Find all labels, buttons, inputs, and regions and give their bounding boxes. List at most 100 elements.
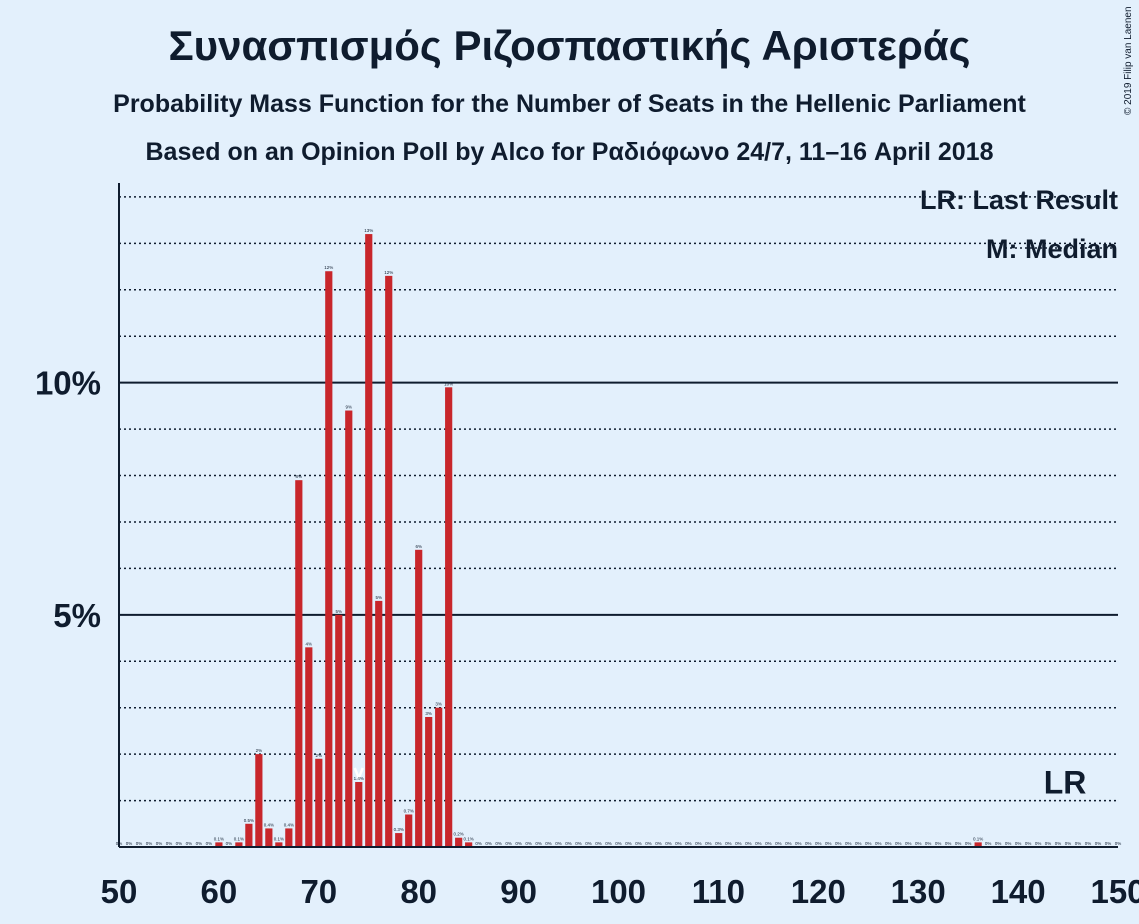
x-tick-label: 70 bbox=[300, 873, 337, 910]
bar-label-seat-146: 0% bbox=[1075, 841, 1082, 846]
bar-label-seat-56: 0% bbox=[176, 841, 183, 846]
bar-label-seat-149: 0% bbox=[1105, 841, 1112, 846]
bar-label-seat-100: 0% bbox=[615, 841, 622, 846]
bar-label-seat-148: 0% bbox=[1095, 841, 1102, 846]
bar-label-seat-97: 0% bbox=[585, 841, 592, 846]
bar-seat-82 bbox=[435, 707, 443, 847]
bar-label-seat-67: 0.4% bbox=[284, 822, 294, 827]
bar-label-seat-99: 0% bbox=[605, 841, 612, 846]
x-tick-label: 100 bbox=[591, 873, 646, 910]
bar-label-seat-111: 0% bbox=[725, 841, 732, 846]
bar-label-seat-60: 0.1% bbox=[214, 836, 224, 841]
bar-label-seat-141: 0% bbox=[1025, 841, 1032, 846]
bar-label-seat-133: 0% bbox=[945, 841, 952, 846]
bar-seat-70 bbox=[315, 758, 323, 847]
bar-label-seat-79: 0.7% bbox=[404, 808, 414, 813]
x-tick-label: 90 bbox=[500, 873, 537, 910]
chart-subtitle: Probability Mass Function for the Number… bbox=[113, 90, 1026, 118]
bar-label-seat-134: 0% bbox=[955, 841, 962, 846]
bar-label-seat-131: 0% bbox=[925, 841, 932, 846]
bar-seat-66 bbox=[275, 842, 283, 847]
chart-subtitle-2: Based on an Opinion Poll by Alco for Ραδ… bbox=[145, 138, 994, 166]
bar-label-seat-105: 0% bbox=[665, 841, 672, 846]
bar-label-seat-83: 10% bbox=[444, 381, 453, 386]
bar-label-seat-74: 1.4% bbox=[354, 776, 364, 781]
bar-label-seat-61: 0% bbox=[226, 841, 233, 846]
bar-seat-81 bbox=[425, 716, 433, 847]
bar-label-seat-54: 0% bbox=[156, 841, 163, 846]
bar-label-seat-136: 0.1% bbox=[973, 836, 983, 841]
bar-label-seat-95: 0% bbox=[565, 841, 572, 846]
bar-label-seat-118: 0% bbox=[795, 841, 802, 846]
legend-last-result: LR: Last Result bbox=[920, 185, 1118, 215]
bar-label-seat-144: 0% bbox=[1055, 841, 1062, 846]
bar-label-seat-78: 0.3% bbox=[394, 827, 404, 832]
grid-lines bbox=[119, 196, 1118, 802]
bar-label-seat-66: 0.1% bbox=[274, 836, 284, 841]
x-tick-label: 120 bbox=[791, 873, 846, 910]
bar-label-seat-65: 0.4% bbox=[264, 822, 274, 827]
bar-label-seat-125: 0% bbox=[865, 841, 872, 846]
bar-label-seat-107: 0% bbox=[685, 841, 692, 846]
x-tick-label: 130 bbox=[891, 873, 946, 910]
bar-label-seat-129: 0% bbox=[905, 841, 912, 846]
bar-seat-68 bbox=[295, 480, 303, 847]
bar-label-seat-58: 0% bbox=[196, 841, 203, 846]
bar-seat-73 bbox=[345, 410, 353, 847]
bar-label-seat-84: 0.2% bbox=[454, 832, 464, 837]
bar-seat-64 bbox=[255, 754, 263, 847]
bar-label-seat-92: 0% bbox=[535, 841, 542, 846]
bar-label-seat-142: 0% bbox=[1035, 841, 1042, 846]
bar-label-seat-75: 13% bbox=[364, 228, 373, 233]
bar-seat-84 bbox=[455, 837, 463, 847]
bar-label-seat-52: 0% bbox=[136, 841, 143, 846]
x-tick-label: 140 bbox=[991, 873, 1046, 910]
bar-label-seat-73: 9% bbox=[346, 405, 353, 410]
bar-label-seat-119: 0% bbox=[805, 841, 812, 846]
bar-label-seat-109: 0% bbox=[705, 841, 712, 846]
bar-label-seat-147: 0% bbox=[1085, 841, 1092, 846]
bar-seat-69 bbox=[305, 647, 313, 847]
bar-seat-78 bbox=[395, 833, 403, 847]
bar-label-seat-77: 12% bbox=[384, 270, 393, 275]
bar-label-seat-72: 5% bbox=[336, 609, 343, 614]
bar-label-seat-117: 0% bbox=[785, 841, 792, 846]
bar-label-seat-112: 0% bbox=[735, 841, 742, 846]
bar-label-seat-85: 0.1% bbox=[464, 836, 474, 841]
bar-label-seat-116: 0% bbox=[775, 841, 782, 846]
bar-label-seat-64: 2% bbox=[256, 748, 263, 753]
bar-label-seat-108: 0% bbox=[695, 841, 702, 846]
bar-label-seat-80: 6% bbox=[415, 544, 422, 549]
bar-seat-72 bbox=[335, 614, 343, 847]
bar-label-seat-89: 0% bbox=[505, 841, 512, 846]
bar-label-seat-63: 0.5% bbox=[244, 818, 254, 823]
bar-labels-group: 0%0%0%0%0%0%0%0%0%0%0.1%0%0.1%0.5%2%0.4%… bbox=[116, 228, 1122, 846]
bar-label-seat-53: 0% bbox=[146, 841, 153, 846]
bar-label-seat-71: 12% bbox=[324, 265, 333, 270]
bar-label-seat-59: 0% bbox=[206, 841, 213, 846]
bar-label-seat-94: 0% bbox=[555, 841, 562, 846]
bar-label-seat-91: 0% bbox=[525, 841, 532, 846]
bar-label-seat-130: 0% bbox=[915, 841, 922, 846]
bar-label-seat-88: 0% bbox=[495, 841, 502, 846]
bar-label-seat-126: 0% bbox=[875, 841, 882, 846]
bar-label-seat-103: 0% bbox=[645, 841, 652, 846]
bar-label-seat-145: 0% bbox=[1065, 841, 1072, 846]
bar-label-seat-90: 0% bbox=[515, 841, 522, 846]
bar-seat-67 bbox=[285, 828, 293, 847]
last-result-marker: LR bbox=[1044, 764, 1087, 800]
bar-label-seat-139: 0% bbox=[1005, 841, 1012, 846]
bar-label-seat-68: 8% bbox=[296, 474, 303, 479]
legend-median: M: Median bbox=[986, 234, 1118, 264]
bar-seat-79 bbox=[405, 814, 413, 847]
bar-label-seat-106: 0% bbox=[675, 841, 682, 846]
bar-seat-65 bbox=[265, 828, 273, 847]
bar-label-seat-122: 0% bbox=[835, 841, 842, 846]
bar-seat-83 bbox=[445, 387, 453, 847]
bar-label-seat-98: 0% bbox=[595, 841, 602, 846]
bar-seat-76 bbox=[375, 600, 383, 847]
bar-seat-63 bbox=[245, 823, 253, 847]
bar-label-seat-143: 0% bbox=[1045, 841, 1052, 846]
y-tick-label: 5% bbox=[53, 597, 101, 634]
